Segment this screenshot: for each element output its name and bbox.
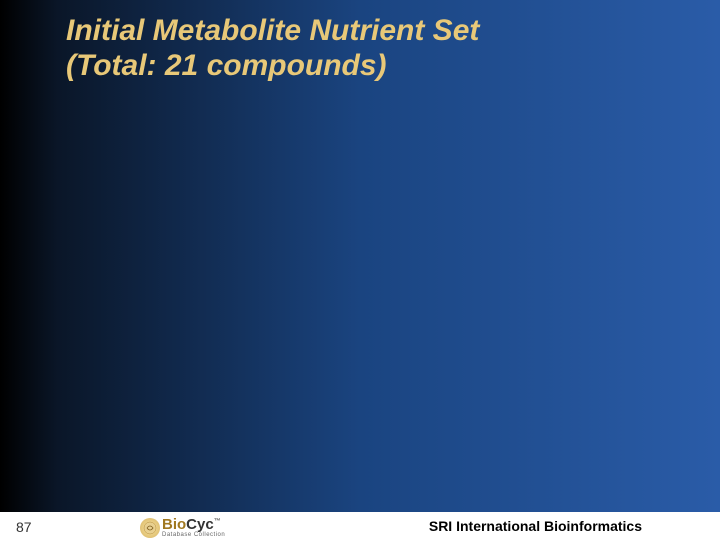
title-line-2: (Total: 21 compounds) [66,49,479,84]
title-line-1: Initial Metabolite Nutrient Set [66,14,479,49]
logo-main: BioCyc™ [162,517,225,532]
logo-suffix: Cyc [186,516,214,533]
slide-footer: 87 BioCyc™ Database Collection SRI Inter… [0,512,720,540]
logo-prefix: Bio [162,516,186,533]
logo-text: BioCyc™ Database Collection [162,517,225,538]
slide-title: Initial Metabolite Nutrient Set (Total: … [66,14,479,83]
logo-tm: ™ [214,518,221,525]
logo-subtitle: Database Collection [162,532,225,538]
logo-icon [140,518,160,538]
footer-attribution: SRI International Bioinformatics [429,518,642,534]
slide-number: 87 [16,519,32,535]
biocyc-logo: BioCyc™ Database Collection [140,517,225,538]
slide: Initial Metabolite Nutrient Set (Total: … [0,0,720,540]
